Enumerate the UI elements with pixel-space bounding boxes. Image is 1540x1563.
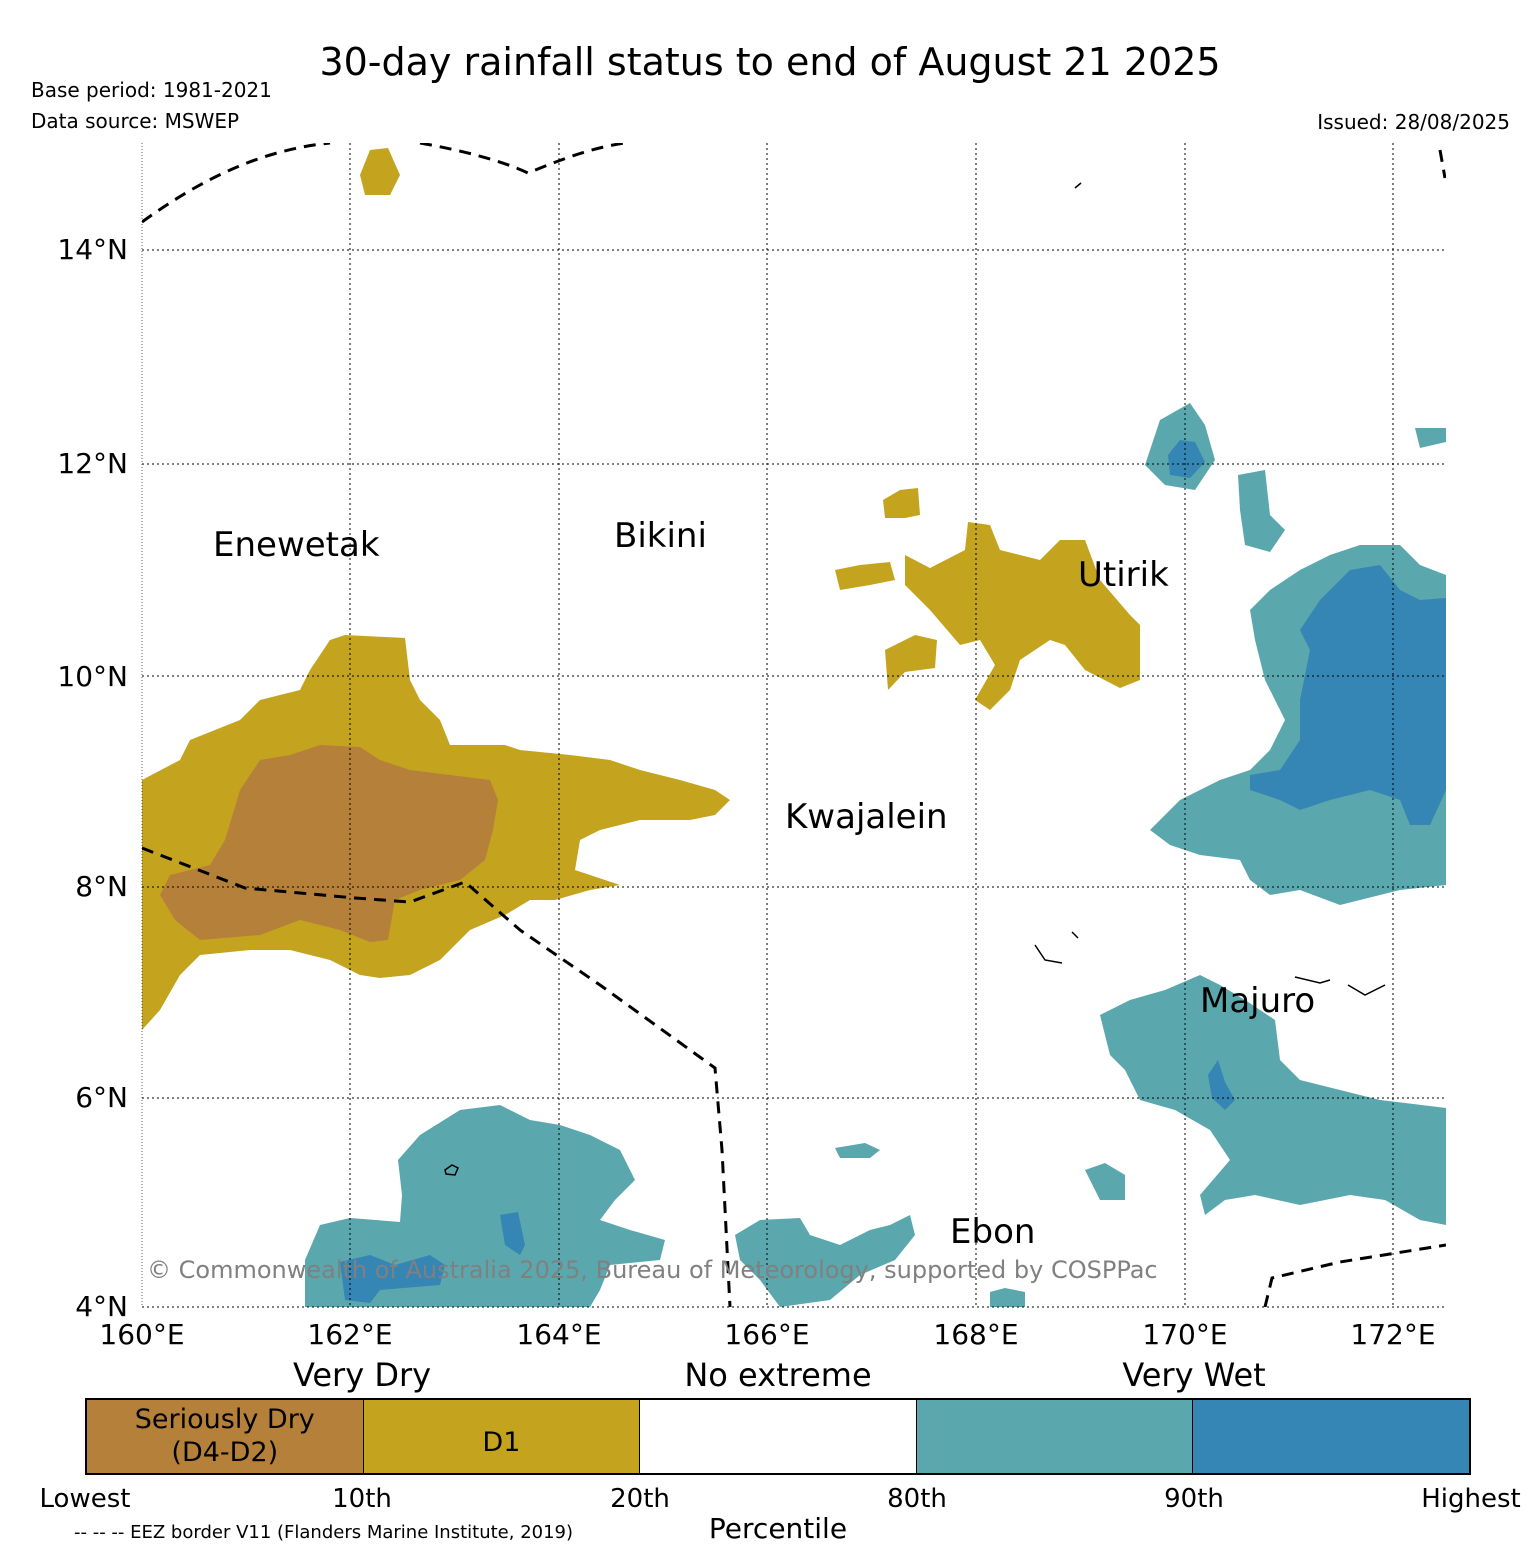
lat-label-4n: 4°N (75, 1290, 128, 1323)
place-enewetak: Enewetak (213, 525, 380, 565)
seriously-dry-core (160, 745, 498, 942)
lon-label-160e: 160°E (99, 1318, 184, 1351)
colorbar-segment: D1 (363, 1400, 641, 1473)
lat-label-6n: 6°N (75, 1081, 128, 1114)
colorbar-axis-label: Percentile (708, 1512, 848, 1545)
rainfall-regions (142, 148, 1446, 1307)
eez-border (142, 143, 1446, 1307)
wet90-region-east (1250, 565, 1446, 825)
eez-note: -- -- -- EEZ border V11 (Flanders Marine… (74, 1522, 574, 1543)
lat-label-14n: 14°N (57, 233, 128, 266)
wet80-region-south-5 (835, 1143, 880, 1158)
wet80-region-south-2 (735, 1215, 915, 1307)
wet80-region-south-3 (1085, 1163, 1125, 1200)
data-source: Data source: MSWEP (31, 109, 240, 133)
wet80-region-south (305, 1105, 665, 1307)
chart-title: 30-day rainfall status to end of August … (319, 40, 1221, 84)
wet90-region-south-2 (500, 1212, 525, 1255)
lat-label-8n: 8°N (75, 870, 128, 903)
d1-region-utirik (905, 522, 1140, 710)
lon-label-172e: 172°E (1350, 1318, 1435, 1351)
place-utirik: Utirik (1078, 555, 1169, 595)
base-period: Base period: 1981-2021 (31, 78, 272, 102)
place-majuro: Majuro (1200, 981, 1315, 1021)
legend-tick-10th: 10th (332, 1484, 392, 1514)
lat-label-12n: 12°N (57, 447, 128, 480)
place-ebon: Ebon (950, 1212, 1035, 1252)
wet80-region-small (1238, 470, 1285, 552)
legend-tick-lowest: Lowest (40, 1484, 131, 1514)
map-grid (142, 143, 1446, 1308)
lon-label-170e: 170°E (1142, 1318, 1227, 1351)
legend-heading-very-dry: Very Dry (293, 1356, 431, 1394)
colorbar-segment (640, 1400, 917, 1473)
island-outlines (444, 182, 1386, 1176)
legend-heading-very-wet: Very Wet (1122, 1356, 1265, 1394)
legend-tick-80th: 80th (887, 1484, 947, 1514)
lon-label-164e: 164°E (516, 1318, 601, 1351)
legend-tick-90th: 90th (1164, 1484, 1224, 1514)
lat-label-10n: 10°N (57, 660, 128, 693)
place-bikini: Bikini (614, 516, 707, 556)
d1-region-small-2 (883, 488, 920, 518)
lon-label-168e: 168°E (933, 1318, 1018, 1351)
colorbar-segment (916, 1400, 1194, 1473)
wet80-region-south-4 (990, 1288, 1025, 1307)
lon-label-162e: 162°E (307, 1318, 392, 1351)
legend-tick-20th: 20th (610, 1484, 670, 1514)
copyright-notice: © Commonwealth of Australia 2025, Bureau… (147, 1256, 1158, 1284)
colorbar-segment (1193, 1400, 1469, 1473)
place-kwajalein: Kwajalein (785, 797, 948, 837)
wet80-region-small-2 (1415, 428, 1446, 448)
d1-region-north (360, 148, 400, 195)
wet90-region-south (340, 1255, 445, 1303)
legend-tick-highest: Highest (1421, 1484, 1521, 1514)
d1-region-small-3 (885, 635, 937, 690)
lon-label-166e: 166°E (724, 1318, 809, 1351)
colorbar-segment: Seriously Dry (D4-D2) (87, 1400, 364, 1473)
d1-region-small-1 (835, 562, 895, 590)
issued-date: Issued: 28/08/2025 (1317, 110, 1510, 134)
wet90-region-north (1168, 440, 1205, 478)
legend-heading-no-extreme: No extreme (684, 1356, 871, 1394)
percentile-colorbar: Seriously Dry (D4-D2) D1 (85, 1398, 1471, 1475)
wet80-region-majuro (1100, 975, 1446, 1225)
